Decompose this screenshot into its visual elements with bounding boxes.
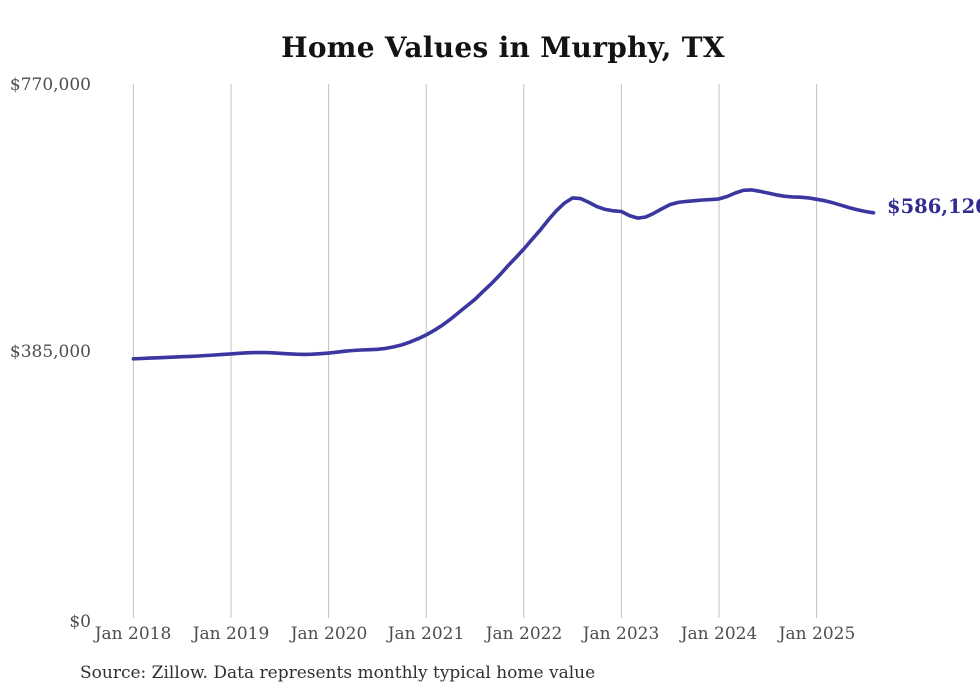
x-tick-label: Jan 2021	[387, 624, 465, 644]
home-value-series-line	[131, 188, 876, 361]
x-tick-label: Jan 2025	[778, 624, 856, 644]
x-tick-label: Jan 2020	[290, 624, 368, 644]
x-tick-label: Jan 2018	[94, 624, 172, 644]
x-tick-label: Jan 2019	[192, 624, 270, 644]
y-tick-label: $385,000	[9, 342, 91, 362]
x-tick-label: Jan 2023	[582, 624, 660, 644]
source-note: Source: Zillow. Data represents monthly …	[80, 663, 596, 683]
x-tick-label: Jan 2024	[680, 624, 758, 644]
y-tick-label: $0	[69, 612, 91, 632]
chart-title: Home Values in Murphy, TX	[281, 31, 725, 64]
x-tick-label: Jan 2022	[485, 624, 563, 644]
current-value-label: $586,120	[887, 195, 980, 218]
y-tick-label: $770,000	[9, 75, 91, 95]
